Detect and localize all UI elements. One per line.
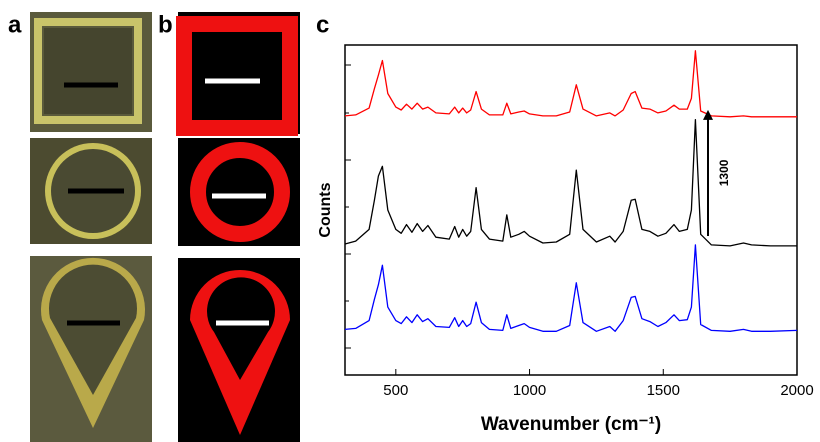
scale-bar-label: 1300 bbox=[717, 159, 731, 186]
y-axis-ticks bbox=[345, 64, 351, 349]
spectrum bbox=[344, 50, 797, 118]
x-tick-label: 1500 bbox=[647, 382, 680, 399]
x-tick-label: 1000 bbox=[513, 382, 546, 399]
panel-label: c bbox=[316, 11, 329, 38]
x-tick-label: 500 bbox=[383, 382, 408, 399]
micrographs-a bbox=[30, 12, 152, 442]
plot-frame bbox=[344, 44, 798, 376]
micrographs-b bbox=[176, 12, 300, 442]
scale-bar-head bbox=[703, 109, 713, 120]
panel-label: a bbox=[8, 11, 22, 38]
panel-label: b bbox=[158, 11, 173, 38]
spectrum bbox=[344, 119, 797, 247]
y-axis-label: Counts bbox=[317, 182, 334, 237]
spectrum bbox=[344, 244, 798, 332]
x-axis-label: Wavenumber (cm⁻¹) bbox=[481, 414, 661, 435]
x-tick-label: 2000 bbox=[780, 382, 813, 399]
